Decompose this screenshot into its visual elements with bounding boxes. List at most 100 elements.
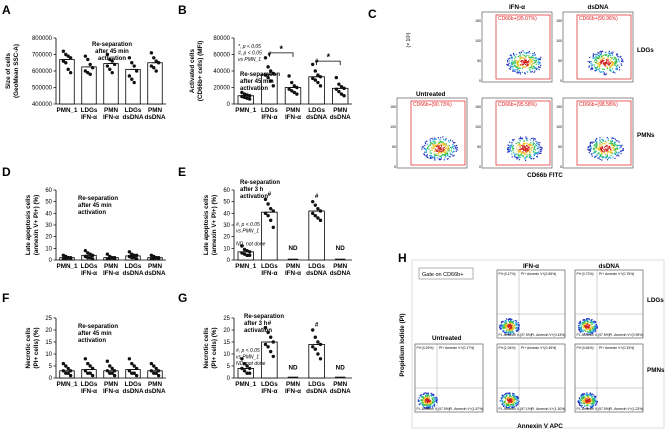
density-dot xyxy=(586,325,588,327)
density-dot xyxy=(526,154,528,156)
density-dot xyxy=(594,329,597,331)
chart-annotation: after 45 min xyxy=(78,331,112,337)
density-dot xyxy=(582,397,585,399)
density-dot xyxy=(618,61,620,63)
density-dot xyxy=(512,68,514,70)
density-dot xyxy=(434,150,436,152)
density-dot xyxy=(526,156,528,158)
density-dot xyxy=(602,57,604,59)
density-dot xyxy=(517,403,519,405)
data-point xyxy=(268,349,273,354)
density-dot xyxy=(618,59,620,61)
density-dot xyxy=(536,145,538,147)
density-dot xyxy=(517,65,519,67)
density-dot xyxy=(444,145,446,147)
density-dot xyxy=(430,401,432,403)
density-dot xyxy=(607,68,609,70)
density-dot xyxy=(519,71,521,74)
data-point xyxy=(134,69,139,73)
density-dot xyxy=(610,70,612,72)
density-dot xyxy=(585,399,587,402)
data-point xyxy=(112,62,117,67)
density-dot xyxy=(610,52,612,54)
density-dot xyxy=(506,323,508,325)
density-dot xyxy=(520,60,523,62)
density-dot xyxy=(589,327,592,329)
density-dot xyxy=(444,139,446,142)
density-dot xyxy=(600,71,602,73)
data-point xyxy=(88,371,92,375)
density-dot xyxy=(434,145,436,148)
density-dot xyxy=(611,143,614,145)
density-dot xyxy=(595,396,597,398)
data-point xyxy=(61,59,66,63)
density-dot xyxy=(581,404,584,407)
density-dot xyxy=(529,52,531,54)
density-dot xyxy=(586,407,589,409)
density-dot xyxy=(510,54,512,56)
density-dot xyxy=(586,404,588,407)
density-dot xyxy=(595,68,597,71)
density-dot xyxy=(511,322,513,325)
density-dot xyxy=(591,326,593,329)
data-point xyxy=(61,257,66,261)
density-dot xyxy=(432,402,434,404)
density-dot xyxy=(605,142,608,144)
density-dot xyxy=(587,331,589,333)
cd66b-gate xyxy=(576,100,632,166)
density-dot xyxy=(618,155,620,157)
data-point xyxy=(66,54,70,58)
density-dot xyxy=(590,400,592,403)
density-dot xyxy=(513,138,515,141)
y-tick-label: 20 xyxy=(223,235,230,241)
density-dot xyxy=(511,402,513,404)
x-tick-label: IFN-α xyxy=(261,270,277,277)
density-dot xyxy=(518,328,520,330)
data-point xyxy=(90,257,95,261)
density-dot xyxy=(580,394,582,396)
density-dot xyxy=(609,142,611,144)
density-dot xyxy=(431,401,434,403)
density-dot xyxy=(501,321,503,323)
density-dot xyxy=(440,149,442,151)
density-dot xyxy=(602,63,605,65)
density-dot xyxy=(586,318,588,320)
density-dot xyxy=(515,66,517,68)
density-dot xyxy=(526,64,528,66)
density-dot xyxy=(508,333,510,336)
density-dot xyxy=(614,61,616,63)
density-dot xyxy=(430,392,432,394)
density-dot xyxy=(523,57,525,59)
density-dot xyxy=(615,62,617,64)
density-dot xyxy=(528,146,530,148)
density-dot xyxy=(620,64,623,66)
density-dot xyxy=(524,148,527,150)
density-dot xyxy=(592,148,595,150)
data-point xyxy=(64,52,68,57)
density-dot xyxy=(509,392,511,394)
density-dot xyxy=(589,145,591,148)
density-dot xyxy=(529,60,531,62)
density-dot xyxy=(426,394,428,396)
density-dot xyxy=(421,404,424,406)
density-dot xyxy=(456,147,459,149)
gate-label-box xyxy=(418,267,474,280)
density-dot xyxy=(615,140,617,142)
density-dot xyxy=(514,64,516,66)
density-dot xyxy=(516,324,518,327)
density-dot xyxy=(614,157,616,159)
density-dot xyxy=(615,58,617,60)
density-dot xyxy=(508,65,510,67)
density-dot xyxy=(526,71,529,73)
data-point xyxy=(154,69,158,73)
cell-cloud xyxy=(587,50,624,76)
density-dot xyxy=(520,64,522,66)
density-dot xyxy=(510,146,512,148)
data-point xyxy=(245,248,249,253)
density-dot xyxy=(515,398,517,400)
density-dot xyxy=(593,327,595,329)
density-dot xyxy=(532,57,534,59)
density-dot xyxy=(422,397,424,400)
cell-cloud xyxy=(507,136,543,161)
density-dot xyxy=(588,65,590,67)
